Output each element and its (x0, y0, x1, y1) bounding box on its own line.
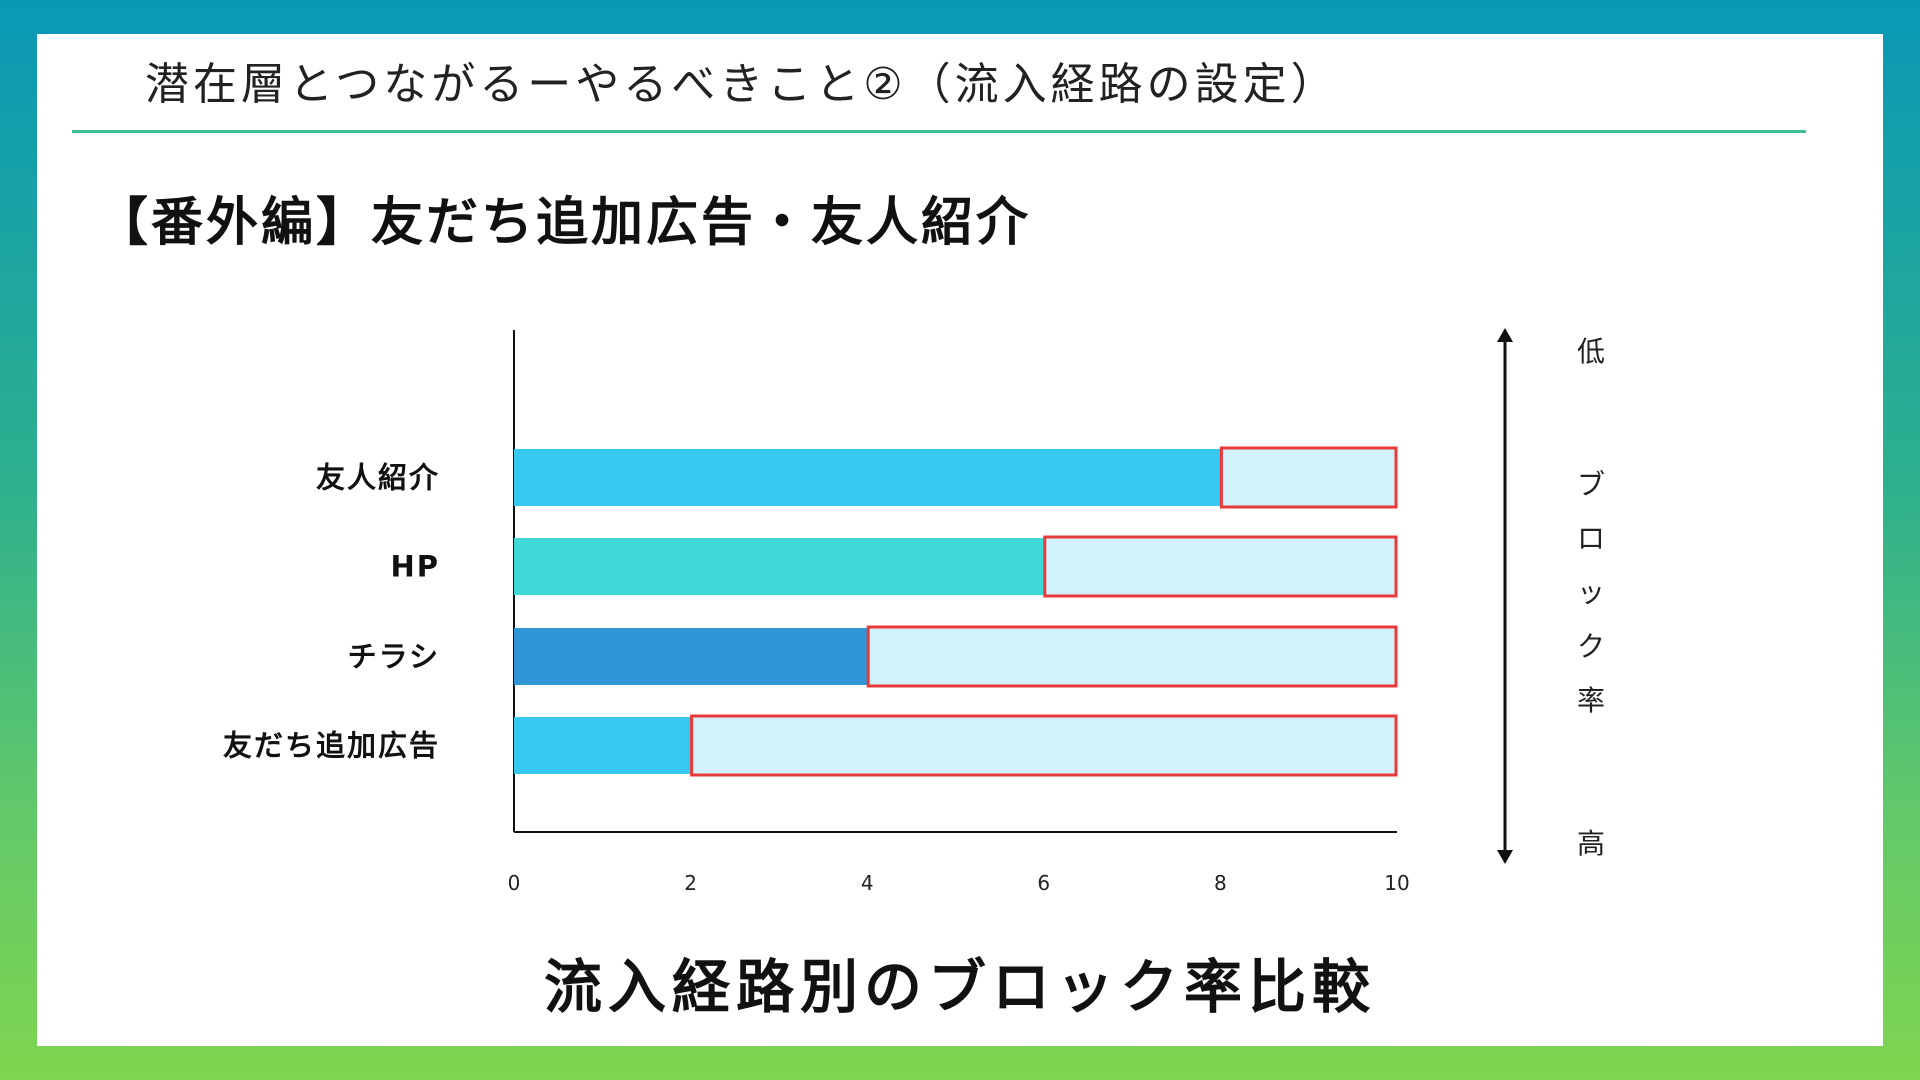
category-label: チラシ (348, 640, 440, 674)
bar-remainder (1219, 446, 1398, 509)
x-tick-label: 2 (684, 871, 697, 895)
bar-primary (514, 717, 691, 774)
scale-label-low: 低 (1576, 335, 1605, 368)
bar-primary (514, 538, 1044, 595)
bar-primary (514, 449, 1221, 506)
category-label: 友人紹介 (316, 461, 440, 495)
x-tick-label: 10 (1384, 871, 1409, 895)
scale-label-high: 高 (1576, 827, 1605, 860)
bar-remainder (690, 714, 1398, 777)
chart-caption: 流入経路別のブロック率比較 (543, 953, 1376, 1021)
x-tick-label: 4 (861, 871, 874, 895)
category-label: 友だち追加広告 (223, 729, 440, 763)
x-tick-label: 6 (1037, 871, 1050, 895)
bar-remainder (1043, 535, 1398, 598)
scale-label-block-rate: ブロック率 (1576, 468, 1605, 717)
slide-heading: 【番外編】友だち追加広告・友人紹介 (96, 193, 1032, 253)
slide-subtitle: 潜在層とつながるーやるべきこと②（流入経路の設定） (145, 59, 1339, 110)
bar-primary (514, 628, 868, 685)
bar-remainder (866, 625, 1398, 688)
category-label: HP (390, 550, 440, 584)
x-tick-label: 0 (508, 871, 521, 895)
divider-line (72, 130, 1806, 133)
x-tick-label: 8 (1214, 871, 1227, 895)
